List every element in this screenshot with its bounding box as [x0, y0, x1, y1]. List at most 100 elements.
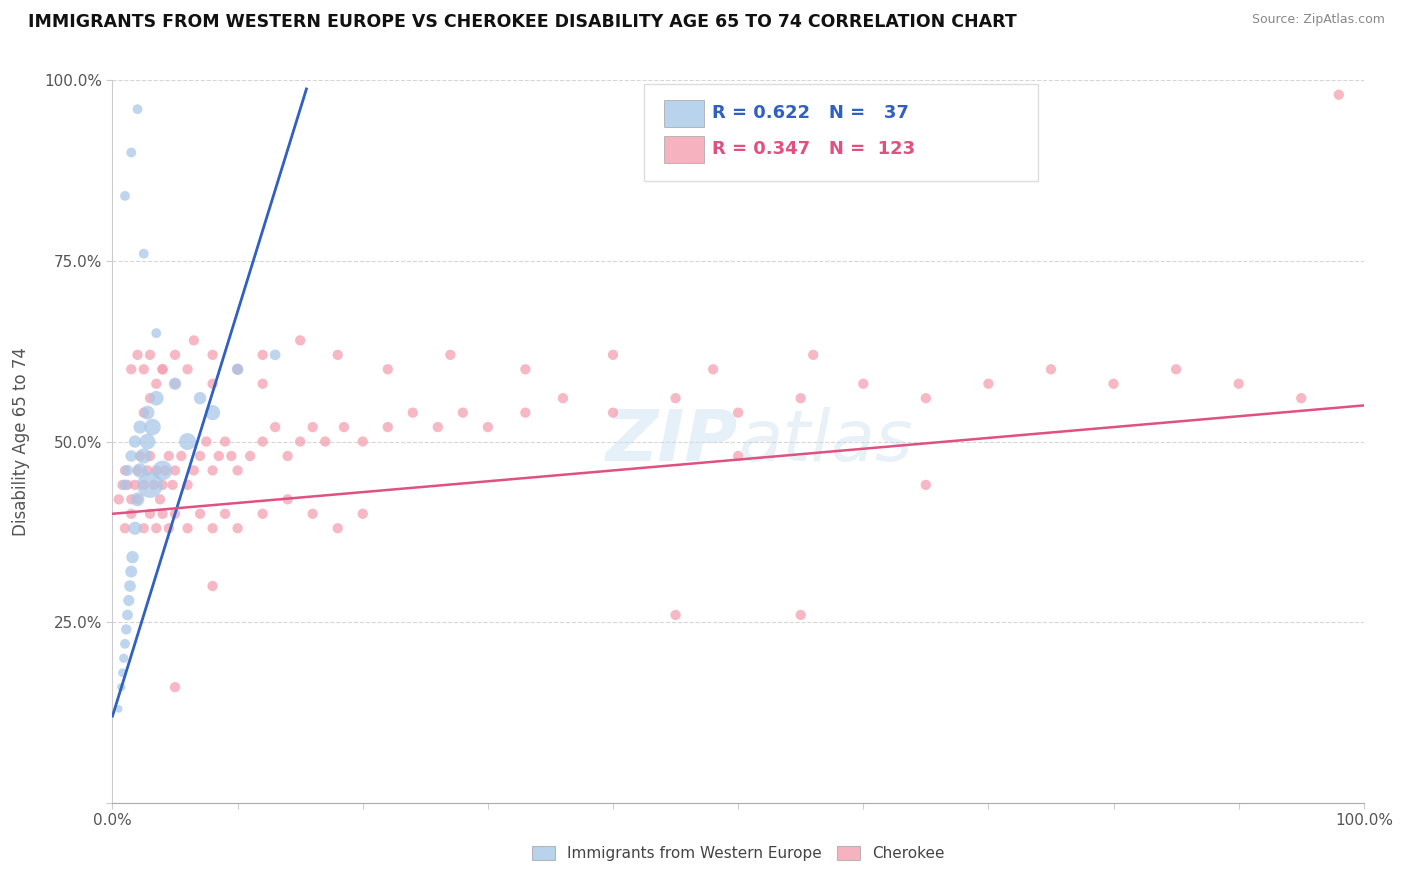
- Point: [727, 449, 749, 463]
- Point: [127, 463, 149, 477]
- Point: [120, 362, 142, 376]
- Point: [852, 376, 875, 391]
- Point: [163, 680, 186, 694]
- Text: ZIP: ZIP: [606, 407, 738, 476]
- Point: [132, 362, 155, 376]
- Point: [107, 492, 129, 507]
- Point: [790, 607, 813, 622]
- Point: [153, 463, 176, 477]
- Point: [176, 362, 198, 376]
- Point: [277, 449, 299, 463]
- Point: [152, 507, 174, 521]
- Point: [439, 348, 461, 362]
- Point: [201, 406, 224, 420]
- Point: [127, 102, 149, 116]
- Point: [252, 434, 274, 449]
- Point: [252, 348, 274, 362]
- Point: [314, 434, 336, 449]
- Point: [201, 521, 224, 535]
- Point: [727, 406, 749, 420]
- Point: [551, 391, 574, 405]
- Point: [157, 521, 180, 535]
- Point: [264, 420, 287, 434]
- Point: [118, 579, 141, 593]
- Point: [141, 420, 163, 434]
- Point: [301, 420, 323, 434]
- Point: [790, 391, 813, 405]
- FancyBboxPatch shape: [664, 100, 704, 128]
- Point: [139, 507, 162, 521]
- Point: [136, 406, 159, 420]
- Point: [132, 406, 155, 420]
- Point: [226, 362, 249, 376]
- Point: [157, 449, 180, 463]
- Point: [118, 593, 141, 607]
- Point: [201, 376, 224, 391]
- Point: [132, 521, 155, 535]
- Point: [352, 507, 374, 521]
- Point: [127, 492, 149, 507]
- Point: [333, 420, 356, 434]
- Point: [176, 434, 198, 449]
- Point: [120, 145, 142, 160]
- Point: [377, 420, 399, 434]
- Point: [162, 478, 184, 492]
- Point: [188, 391, 211, 405]
- Text: R = 0.347   N =  123: R = 0.347 N = 123: [711, 140, 915, 158]
- Point: [127, 348, 149, 362]
- Point: [352, 434, 374, 449]
- Point: [277, 492, 299, 507]
- Point: [290, 334, 312, 348]
- Point: [121, 550, 143, 565]
- Point: [163, 507, 186, 521]
- FancyBboxPatch shape: [644, 84, 1039, 181]
- Point: [1291, 391, 1313, 405]
- Point: [252, 507, 274, 521]
- Point: [120, 449, 142, 463]
- Point: [477, 420, 499, 434]
- Point: [226, 463, 249, 477]
- Point: [195, 434, 218, 449]
- Point: [111, 478, 134, 492]
- Point: [226, 362, 249, 376]
- Point: [515, 362, 537, 376]
- Point: [124, 521, 146, 535]
- Point: [152, 478, 174, 492]
- Point: [152, 362, 174, 376]
- Legend: Immigrants from Western Europe, Cherokee: Immigrants from Western Europe, Cherokee: [526, 840, 950, 867]
- Point: [183, 334, 205, 348]
- Point: [326, 521, 349, 535]
- Point: [664, 391, 686, 405]
- Point: [377, 362, 399, 376]
- Point: [176, 521, 198, 535]
- Y-axis label: Disability Age 65 to 74: Disability Age 65 to 74: [13, 347, 30, 536]
- Point: [801, 348, 824, 362]
- Point: [264, 348, 287, 362]
- Point: [129, 420, 152, 434]
- Point: [152, 463, 174, 477]
- Point: [152, 362, 174, 376]
- Point: [1039, 362, 1063, 376]
- Point: [107, 702, 129, 716]
- Point: [120, 492, 142, 507]
- Point: [145, 326, 167, 340]
- Point: [129, 449, 152, 463]
- Point: [664, 607, 686, 622]
- Point: [117, 463, 139, 477]
- Point: [602, 406, 624, 420]
- Point: [120, 565, 142, 579]
- Point: [201, 348, 224, 362]
- Point: [977, 376, 1000, 391]
- Text: atlas: atlas: [738, 407, 912, 476]
- Point: [1102, 376, 1125, 391]
- Point: [114, 521, 136, 535]
- Point: [176, 478, 198, 492]
- Point: [149, 492, 172, 507]
- Point: [114, 463, 136, 477]
- Text: Source: ZipAtlas.com: Source: ZipAtlas.com: [1251, 13, 1385, 27]
- Point: [1164, 362, 1187, 376]
- Point: [127, 492, 149, 507]
- Point: [402, 406, 425, 420]
- Point: [163, 376, 186, 391]
- Point: [139, 449, 162, 463]
